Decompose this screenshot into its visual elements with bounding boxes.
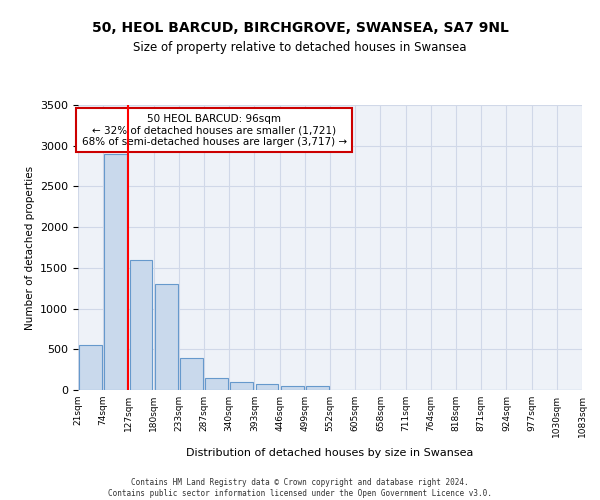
Bar bbox=[79, 345, 102, 390]
Bar bbox=[180, 358, 203, 390]
Text: Size of property relative to detached houses in Swansea: Size of property relative to detached ho… bbox=[133, 41, 467, 54]
Bar bbox=[256, 384, 278, 390]
Text: Contains HM Land Registry data © Crown copyright and database right 2024.
Contai: Contains HM Land Registry data © Crown c… bbox=[108, 478, 492, 498]
Bar bbox=[205, 378, 228, 390]
Y-axis label: Number of detached properties: Number of detached properties bbox=[25, 166, 35, 330]
Bar bbox=[230, 382, 253, 390]
Bar bbox=[155, 284, 178, 390]
Bar bbox=[130, 260, 152, 390]
Bar bbox=[306, 386, 329, 390]
Text: 50 HEOL BARCUD: 96sqm
← 32% of detached houses are smaller (1,721)
68% of semi-d: 50 HEOL BARCUD: 96sqm ← 32% of detached … bbox=[82, 114, 347, 147]
Text: 50, HEOL BARCUD, BIRCHGROVE, SWANSEA, SA7 9NL: 50, HEOL BARCUD, BIRCHGROVE, SWANSEA, SA… bbox=[92, 20, 508, 34]
Bar bbox=[281, 386, 304, 390]
Bar bbox=[104, 154, 127, 390]
X-axis label: Distribution of detached houses by size in Swansea: Distribution of detached houses by size … bbox=[187, 448, 473, 458]
